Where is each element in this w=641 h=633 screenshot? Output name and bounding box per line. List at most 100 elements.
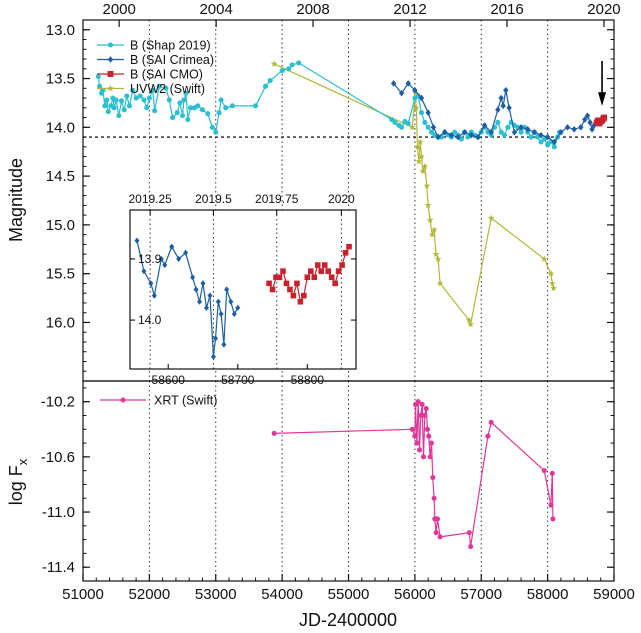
b-sai-crimea-point [430,124,437,131]
inset-b-sai-crimea-point [169,243,175,250]
uvw2-swift-point [419,167,427,175]
uvw2-swift-point [412,104,420,111]
xrt-swift-point [466,530,472,536]
inset-b-sai-crimea-point [210,353,216,360]
b-shap-2019-point [97,83,103,89]
b-shap-2019-point [209,124,215,130]
flux-axis-ticks: -10.2 -10.6 -11.0 -11.4 [41,387,614,582]
uvw2-swift-point [423,182,431,189]
b-shap-2019-point [144,105,150,111]
b-sai-crimea-point [538,131,544,139]
inset-b-sai-crimea-point [228,298,234,305]
top-legend: B (Shap 2019)B (SAI Crimea)B (SAI CMO)UV… [97,39,214,96]
inset-background [130,210,356,369]
xrt-swift-point [414,440,420,446]
uvw2-swift-point [487,214,495,221]
b-sai-crimea-point [468,131,474,139]
year-tick-label: 2012 [393,1,426,18]
legend-label-b-sai-cmo: B (SAI CMO) [130,68,203,82]
b-sai-crimea-point [503,86,509,94]
b-shap-2019-point [551,144,557,150]
b-sai-crimea-point [500,102,506,110]
uvw2-swift-point [550,284,558,292]
jd-tick-label: 55000 [328,586,370,603]
year-tick-label: 2000 [102,1,135,18]
b-sai-cmo-series [593,114,608,127]
b-sai-cmo-point [601,114,608,121]
inset-mag-tick-label: 14.0 [138,313,162,327]
inset-b-sai-crimea-point [221,341,227,348]
inset-year-tick-label: 2019.75 [255,192,299,206]
year-tick-label: 2016 [490,1,523,18]
uvw2-swift-point [540,255,548,262]
b-sai-crimea-point [531,128,538,136]
b-sai-crimea-point [405,80,411,87]
b-shap-2019-point [495,119,501,125]
jd-axis-label: JD-2400000 [299,610,397,630]
b-sai-crimea-point [589,125,595,133]
uvw2-swift-point [430,226,438,233]
inset-b-sai-cmo-point [328,274,335,281]
uvw2-swift-point [547,270,555,277]
b-sai-crimea-point [525,125,531,133]
uvw2-swift-point [414,143,421,150]
xrt-swift-point [550,516,556,522]
uvw2-swift-point [548,279,556,287]
uvw2-swift-point [416,138,424,145]
inset-b-sai-cmo-point [314,262,321,268]
flux-tick-label: -11.4 [42,559,75,576]
legend-label-uvw2-swift: UVW2 (Swift) [130,82,205,96]
year-tick-label: 2004 [199,1,232,18]
inset-b-sai-cmo-point [335,268,342,274]
xrt-swift-point [271,430,277,436]
bottom-vertical-gridlines [148,381,549,581]
b-shap-2019-point [152,108,158,114]
b-shap-2019-point [124,93,130,99]
b-shap-2019-point [137,93,143,99]
b-shap-2019-point [156,83,162,89]
jd-tick-label: 59000 [593,586,635,603]
b-shap-2019-point [180,113,186,119]
uvw2-swift-point [408,123,416,131]
b-shap-2019-point [95,74,101,80]
xrt-swift-point [541,468,547,474]
b-sai-crimea-point [506,104,512,112]
inset-b-sai-cmo-point [321,262,328,268]
b-sai-crimea-point [511,128,518,136]
legend-label-xrt-swift: XRT (Swift) [154,394,217,408]
jd-tick-label: 54000 [261,586,303,603]
b-shap-2019-point [177,100,183,106]
b-shap-2019-point [130,87,136,93]
latest-observation-arrow [598,60,607,106]
b-sai-crimea-point [435,133,441,141]
xrt-swift-point [409,426,415,432]
inset-b-sai-crimea-point [176,255,182,263]
b-sai-crimea-point [481,122,488,129]
legend-marker-b-shap-2019 [107,42,114,48]
xrt-swift-point [424,426,431,432]
b-shap-2019-point [199,107,206,113]
b-shap-2019-point [262,83,269,89]
b-shap-2019-point [223,105,229,111]
b-sai-crimea-point [448,131,455,139]
xrt-swift-point [416,447,423,453]
b-sai-crimea-point [390,80,397,87]
inset-b-sai-cmo-point [332,280,338,287]
b-shap-2019-point [187,105,194,111]
inset-b-sai-crimea-point [207,292,213,299]
magnitude-tick-label: 14.0 [46,119,75,136]
inset-b-sai-cmo-point [311,274,318,281]
inset-b-sai-cmo-series [266,243,352,305]
uvw2-swift-point [434,255,442,262]
top-panel: 13.013.514.014.515.015.516.0 2000 2004 200… [6,1,621,382]
b-shap-2019-point [166,97,172,103]
b-sai-crimea-point [544,133,551,141]
uvw2-swift-point [436,279,444,287]
inset-b-sai-cmo-point [318,268,325,274]
inset-b-sai-cmo-point [346,243,352,250]
b-shap-2019-point [183,90,189,96]
uvw2-swift-point [270,60,278,67]
uvw2-swift-point [428,231,436,238]
uvw2-swift-point [432,250,440,258]
